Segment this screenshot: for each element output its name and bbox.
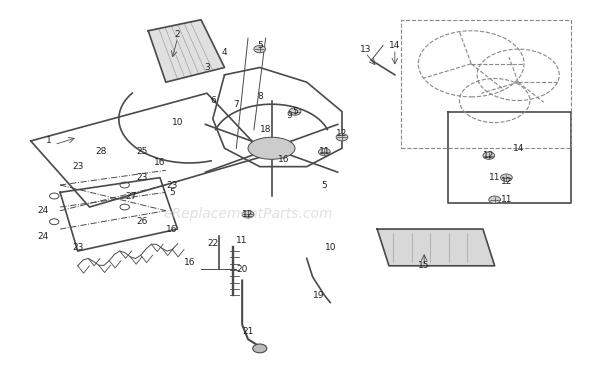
Text: 11: 11 bbox=[319, 148, 330, 157]
Text: 5: 5 bbox=[257, 41, 263, 50]
Text: 7: 7 bbox=[234, 100, 239, 109]
Circle shape bbox=[289, 108, 301, 115]
Text: 5: 5 bbox=[322, 181, 327, 189]
Text: 10: 10 bbox=[172, 118, 183, 127]
Text: 23: 23 bbox=[166, 181, 178, 189]
Circle shape bbox=[253, 344, 267, 353]
Text: 14: 14 bbox=[389, 41, 401, 50]
Text: 16: 16 bbox=[154, 158, 166, 168]
Text: 25: 25 bbox=[137, 148, 148, 157]
Text: 19: 19 bbox=[313, 291, 324, 300]
Text: 13: 13 bbox=[360, 45, 371, 54]
Text: 2: 2 bbox=[175, 30, 181, 39]
Text: 26: 26 bbox=[137, 217, 148, 226]
Polygon shape bbox=[377, 229, 494, 266]
Circle shape bbox=[242, 211, 254, 218]
Text: 4: 4 bbox=[222, 48, 227, 57]
Text: 23: 23 bbox=[137, 173, 148, 182]
Circle shape bbox=[336, 134, 348, 141]
Text: 23: 23 bbox=[72, 162, 83, 171]
Text: 12: 12 bbox=[501, 177, 512, 186]
Text: 3: 3 bbox=[204, 63, 210, 72]
Text: 21: 21 bbox=[242, 327, 254, 336]
Text: 6: 6 bbox=[210, 96, 216, 105]
Text: 15: 15 bbox=[418, 261, 430, 270]
Text: 18: 18 bbox=[260, 125, 271, 134]
Circle shape bbox=[319, 148, 330, 156]
Text: 12: 12 bbox=[242, 210, 254, 219]
Text: 11: 11 bbox=[489, 173, 500, 182]
Text: 12: 12 bbox=[336, 129, 348, 138]
Text: 1: 1 bbox=[45, 137, 51, 145]
Ellipse shape bbox=[248, 137, 295, 159]
Text: 5: 5 bbox=[292, 107, 298, 116]
Text: 28: 28 bbox=[96, 148, 107, 157]
Text: 24: 24 bbox=[37, 206, 48, 215]
Circle shape bbox=[483, 152, 494, 159]
Text: eReplacementParts.com: eReplacementParts.com bbox=[163, 207, 333, 221]
Text: 16: 16 bbox=[183, 258, 195, 267]
Circle shape bbox=[254, 46, 266, 53]
Text: 9: 9 bbox=[286, 111, 292, 120]
Text: 14: 14 bbox=[513, 144, 524, 153]
Text: 8: 8 bbox=[257, 92, 263, 101]
Text: 27: 27 bbox=[125, 192, 136, 201]
Text: 5: 5 bbox=[169, 188, 175, 197]
Text: 16: 16 bbox=[166, 225, 178, 233]
Text: 23: 23 bbox=[72, 243, 83, 252]
Text: 24: 24 bbox=[37, 232, 48, 241]
Polygon shape bbox=[148, 20, 225, 82]
Text: 11: 11 bbox=[501, 195, 512, 204]
Circle shape bbox=[489, 196, 500, 204]
Text: 10: 10 bbox=[324, 243, 336, 252]
Text: 16: 16 bbox=[277, 155, 289, 164]
Text: 11: 11 bbox=[237, 236, 248, 245]
Circle shape bbox=[500, 174, 512, 181]
Text: 22: 22 bbox=[207, 239, 218, 248]
Text: 12: 12 bbox=[483, 151, 494, 160]
Text: 20: 20 bbox=[237, 265, 248, 274]
